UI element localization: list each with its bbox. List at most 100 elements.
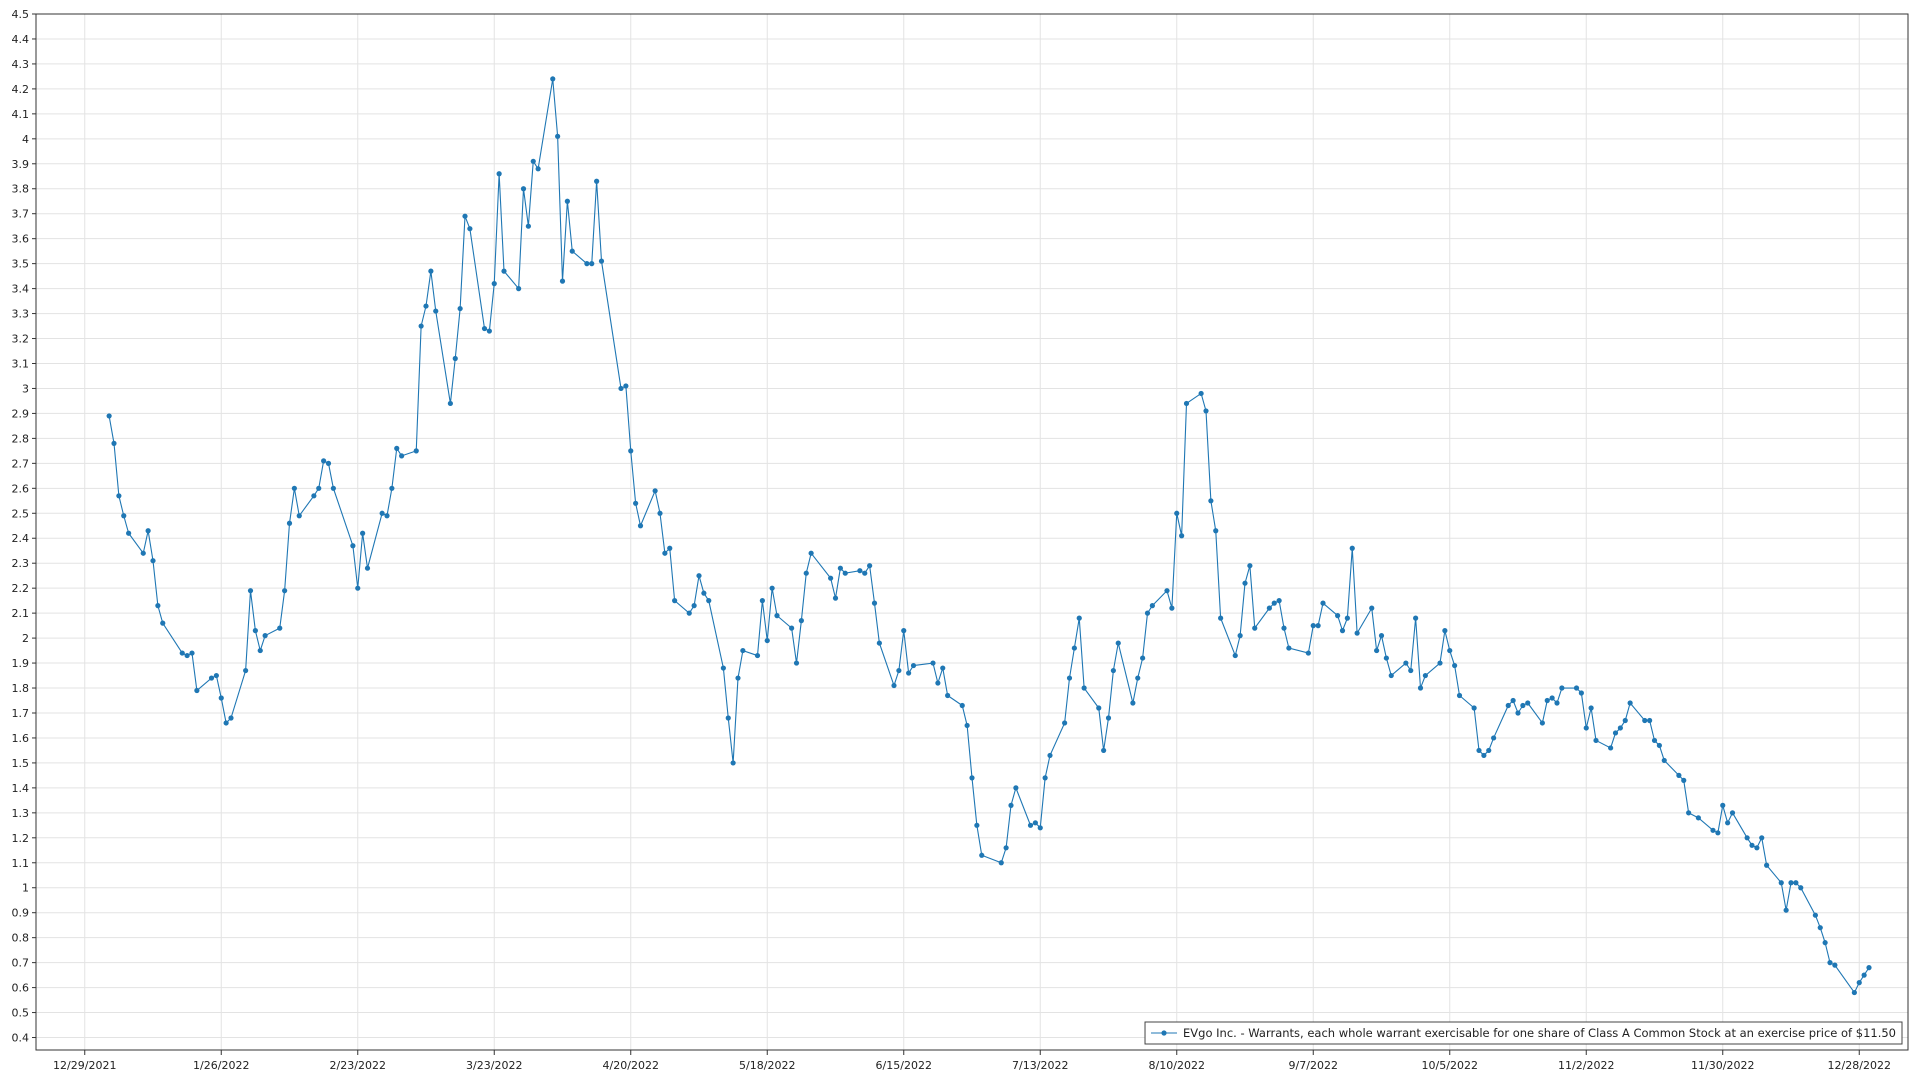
- data-point: [1081, 685, 1087, 691]
- x-tick-label: 2/23/2022: [330, 1059, 386, 1072]
- data-point: [652, 488, 658, 494]
- data-point: [1383, 655, 1389, 661]
- y-tick-label: 2.4: [12, 532, 30, 545]
- y-tick-label: 4.1: [12, 108, 30, 121]
- data-point: [1456, 692, 1463, 699]
- data-point: [896, 667, 902, 674]
- x-tick-label: 12/28/2022: [1828, 1059, 1891, 1072]
- y-tick-label: 1.1: [12, 857, 30, 870]
- x-tick-label: 11/2/2022: [1558, 1059, 1614, 1072]
- data-point: [1583, 725, 1589, 731]
- data-point: [559, 278, 566, 284]
- data-point: [1447, 647, 1453, 654]
- data-point: [1856, 980, 1862, 986]
- data-point: [1578, 690, 1584, 696]
- x-tick-label: 9/7/2022: [1289, 1059, 1338, 1072]
- data-point: [1866, 965, 1872, 971]
- data-point: [1783, 907, 1789, 913]
- y-tick-label: 2.5: [12, 507, 30, 520]
- data-point: [906, 670, 912, 676]
- data-point: [808, 550, 814, 556]
- data-point: [1339, 628, 1346, 634]
- data-point: [672, 598, 678, 604]
- data-point: [496, 171, 502, 177]
- data-point: [389, 485, 395, 491]
- data-point: [667, 545, 673, 551]
- data-point: [286, 520, 293, 526]
- series-points: [106, 76, 1872, 996]
- data-point: [1027, 822, 1034, 828]
- data-point: [501, 268, 507, 274]
- data-point: [423, 303, 429, 309]
- data-point: [657, 510, 663, 516]
- data-point: [394, 445, 400, 451]
- data-point: [330, 485, 336, 491]
- legend-box: [1144, 1021, 1903, 1045]
- data-point: [720, 665, 726, 671]
- data-point: [862, 570, 868, 576]
- data-point: [457, 305, 463, 312]
- y-tick-label: 3.3: [12, 308, 30, 321]
- data-point: [964, 722, 970, 729]
- x-tick-label: 6/15/2022: [876, 1059, 932, 1072]
- y-tick-label: 0.4: [12, 1032, 30, 1045]
- y-tick-label: 1.3: [12, 807, 30, 820]
- data-point: [594, 178, 600, 184]
- data-point: [1798, 885, 1804, 891]
- y-tick-label: 0.8: [12, 932, 30, 945]
- data-point: [106, 413, 112, 419]
- data-point: [706, 598, 712, 604]
- data-point: [740, 647, 746, 654]
- data-point: [1759, 835, 1765, 841]
- data-point: [1710, 827, 1716, 833]
- data-point: [769, 585, 775, 591]
- data-point: [111, 440, 117, 446]
- data-point: [1793, 880, 1799, 886]
- data-point: [360, 530, 366, 536]
- data-point: [891, 682, 897, 689]
- data-point: [569, 248, 575, 254]
- data-point: [940, 665, 946, 671]
- data-point: [525, 223, 531, 229]
- data-point: [979, 852, 985, 858]
- data-point: [355, 585, 361, 591]
- data-point: [1008, 802, 1014, 808]
- data-point: [481, 325, 488, 332]
- data-point: [1788, 880, 1794, 886]
- data-point: [1437, 660, 1443, 666]
- data-point: [150, 558, 156, 564]
- data-point: [1047, 752, 1053, 759]
- data-point: [1320, 600, 1326, 606]
- data-point: [1505, 702, 1511, 709]
- data-point: [1198, 390, 1204, 397]
- y-tick-label: 4.4: [12, 33, 30, 46]
- y-axis: 0.4 0.5 0.6 0.7 0.8 0.9 1 1.1 1.2 1.3 1.4 1.5 1.6 1.7…: [12, 8, 36, 1045]
- y-tick-label: 3: [22, 382, 29, 395]
- data-point: [1218, 615, 1224, 621]
- data-point: [247, 588, 254, 594]
- y-tick-label: 2: [22, 632, 29, 645]
- data-point: [935, 680, 941, 686]
- data-point: [696, 573, 702, 579]
- data-point: [759, 598, 765, 604]
- data-point: [564, 198, 570, 204]
- data-point: [218, 695, 224, 701]
- plot-frame: [35, 13, 1909, 1051]
- data-point: [277, 625, 283, 631]
- x-tick-label: 12/29/2021: [53, 1059, 116, 1072]
- data-point: [1037, 825, 1043, 831]
- y-tick-label: 3.6: [12, 233, 30, 246]
- data-point: [1354, 630, 1360, 636]
- data-point: [1681, 777, 1687, 783]
- data-point: [1754, 845, 1760, 851]
- data-point: [291, 485, 297, 491]
- y-tick-label: 2.7: [12, 457, 30, 470]
- data-point: [223, 720, 229, 726]
- legend[interactable]: EVgo Inc. - Warrants, each whole warrant…: [1144, 1021, 1903, 1045]
- y-tick-label: 1.2: [12, 832, 30, 845]
- data-point: [1066, 675, 1073, 681]
- data-point: [1695, 815, 1701, 821]
- data-point: [413, 448, 419, 454]
- grid-lines: [36, 13, 1908, 1050]
- y-tick-label: 3.8: [12, 183, 30, 196]
